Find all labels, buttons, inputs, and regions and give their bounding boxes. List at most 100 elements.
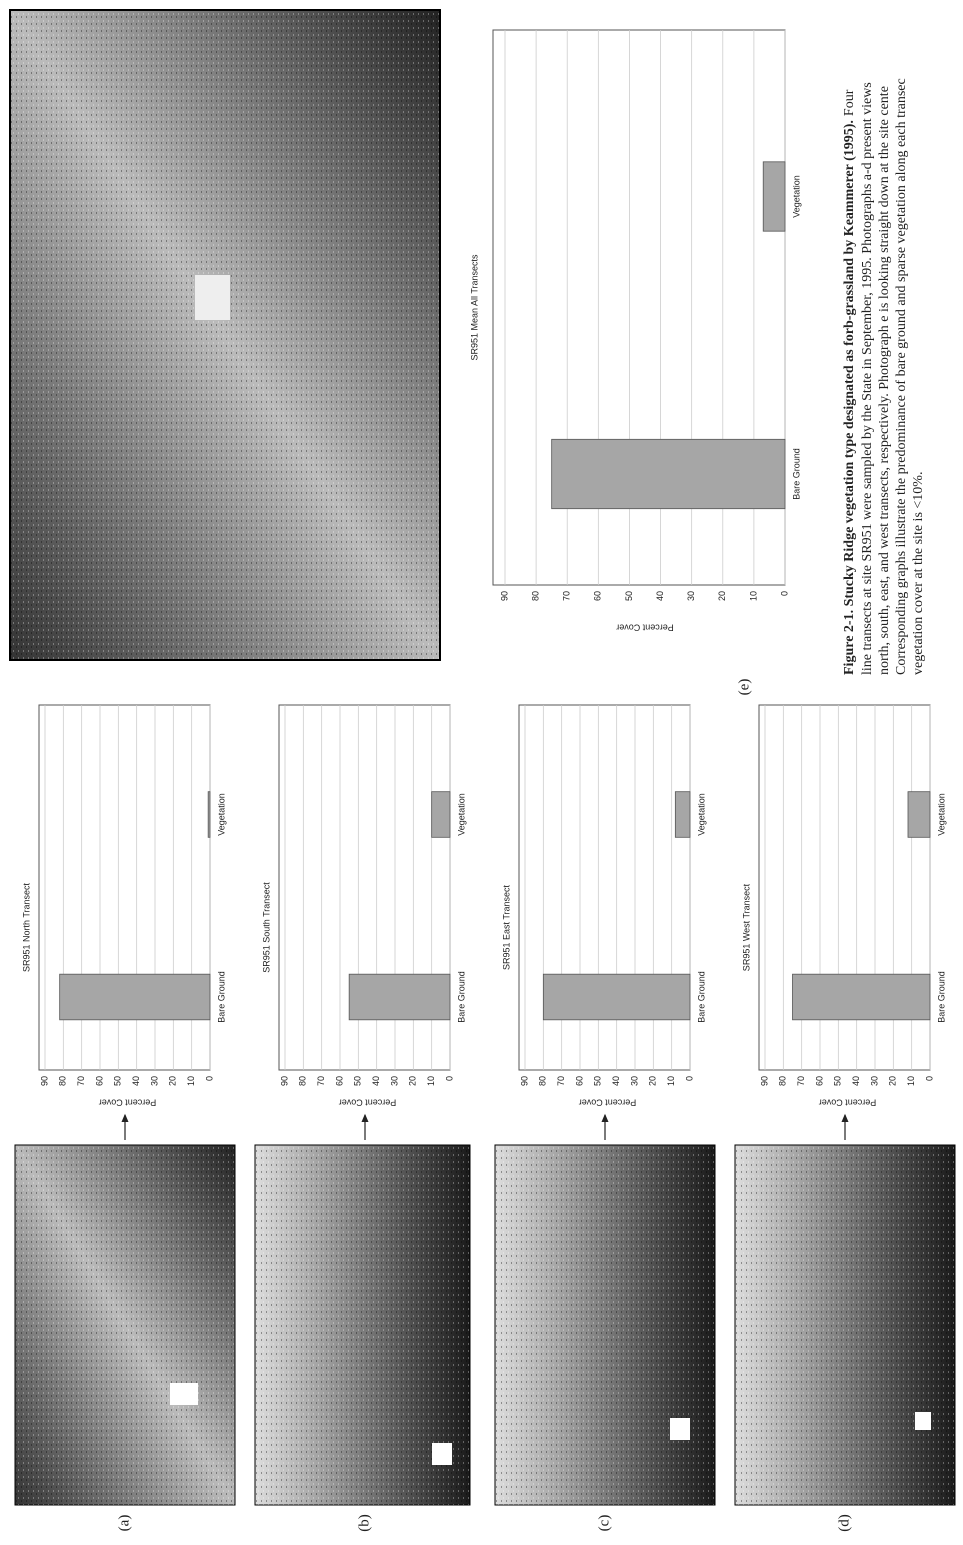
y-tick-label: 30 (149, 1076, 159, 1086)
x-tick-label: Vegetation (696, 793, 706, 836)
y-tick-label: 30 (389, 1076, 399, 1086)
y-axis-label: Percent Cover (616, 623, 674, 633)
y-tick-label: 30 (629, 1076, 639, 1086)
y-tick-label: 90 (759, 1076, 769, 1086)
bar (793, 974, 931, 1020)
y-tick-label: 70 (76, 1076, 86, 1086)
y-tick-label: 50 (113, 1076, 123, 1086)
y-tick-label: 70 (796, 1076, 806, 1086)
y-axis-label: Percent Cover (819, 1098, 877, 1108)
y-tick-label: 0 (924, 1076, 934, 1081)
y-tick-label: 10 (186, 1076, 196, 1086)
y-tick-label: 70 (316, 1076, 326, 1086)
y-tick-label: 10 (666, 1076, 676, 1086)
y-axis-label: Percent Cover (339, 1098, 397, 1108)
panel-label: (a) (116, 1515, 132, 1532)
bar (60, 974, 210, 1020)
y-tick-label: 20 (168, 1076, 178, 1086)
y-tick-label: 80 (58, 1076, 68, 1086)
page: {"panel_labels":["(a)","(b)","(c)","(d)"… (0, 0, 963, 1545)
y-tick-label: 60 (593, 591, 603, 601)
photo-a (15, 1145, 235, 1505)
caption-line: line transects at site SR951 were sample… (860, 82, 875, 675)
y-tick-label: 70 (562, 591, 572, 601)
page-image: (a) (b) (c) (d) (e) SR951 North Transect Perce… (0, 0, 963, 1545)
y-tick-label: 30 (686, 591, 696, 601)
panel-label: (d) (836, 1514, 852, 1532)
y-tick-label: 90 (39, 1076, 49, 1086)
x-tick-label: Vegetation (216, 793, 226, 836)
y-tick-label: 80 (530, 591, 540, 601)
panel-label: (e) (736, 679, 752, 696)
y-tick-label: 60 (94, 1076, 104, 1086)
bar (208, 792, 210, 838)
x-tick-label: Bare Ground (696, 971, 706, 1023)
y-tick-label: 20 (408, 1076, 418, 1086)
bar (432, 792, 450, 838)
y-tick-label: 80 (298, 1076, 308, 1086)
y-tick-label: 70 (556, 1076, 566, 1086)
y-tick-label: 0 (684, 1076, 694, 1081)
chart-title: SR951 East Transect (501, 884, 511, 970)
y-tick-label: 0 (779, 591, 789, 596)
caption-line: vegetation cover at the site is <10%. (911, 472, 926, 675)
y-tick-label: 20 (717, 591, 727, 601)
bar (675, 792, 690, 838)
y-tick-label: 30 (869, 1076, 879, 1086)
y-tick-label: 0 (204, 1076, 214, 1081)
rotated-page: (a) (b) (c) (d) (e) SR951 North Transect Perce… (10, 10, 955, 1532)
y-tick-label: 90 (279, 1076, 289, 1086)
y-tick-label: 50 (624, 591, 634, 601)
y-tick-label: 40 (131, 1076, 141, 1086)
bar (543, 974, 690, 1020)
y-tick-label: 40 (611, 1076, 621, 1086)
chart-title: SR951 Mean All Transects (469, 254, 479, 361)
caption-title: Figure 2-1. Stucky Ridge vegetation type… (842, 120, 857, 675)
panel-label: (c) (596, 1515, 612, 1532)
y-tick-label: 40 (851, 1076, 861, 1086)
y-tick-label: 90 (499, 591, 509, 601)
photo-b (255, 1145, 470, 1505)
bar (349, 974, 450, 1020)
photo-c (495, 1145, 715, 1505)
y-tick-label: 40 (655, 591, 665, 601)
y-tick-label: 80 (538, 1076, 548, 1086)
y-tick-label: 50 (353, 1076, 363, 1086)
y-tick-label: 10 (748, 591, 758, 601)
y-tick-label: 40 (371, 1076, 381, 1086)
x-tick-label: Bare Ground (936, 971, 946, 1023)
y-tick-label: 60 (574, 1076, 584, 1086)
y-tick-label: 10 (426, 1076, 436, 1086)
caption-text: Four (842, 89, 857, 116)
caption-line: north, south, east, and west transects, … (877, 86, 892, 675)
photo-d (735, 1145, 955, 1505)
chart-title: SR951 South Transect (261, 882, 271, 973)
y-axis-label: Percent Cover (579, 1098, 637, 1108)
bar (763, 162, 785, 231)
x-tick-label: Vegetation (791, 175, 801, 218)
y-tick-label: 60 (334, 1076, 344, 1086)
x-tick-label: Bare Ground (216, 971, 226, 1023)
bar (552, 439, 785, 508)
y-tick-label: 20 (648, 1076, 658, 1086)
y-tick-label: 20 (888, 1076, 898, 1086)
x-tick-label: Vegetation (456, 793, 466, 836)
y-tick-label: 0 (444, 1076, 454, 1081)
y-tick-label: 50 (833, 1076, 843, 1086)
y-tick-label: 80 (778, 1076, 788, 1086)
y-tick-label: 10 (906, 1076, 916, 1086)
y-axis-label: Percent Cover (99, 1098, 157, 1108)
bar (908, 792, 930, 838)
y-tick-label: 60 (814, 1076, 824, 1086)
chart-title: SR951 West Transect (741, 883, 751, 971)
photo-e (10, 10, 440, 660)
x-tick-label: Vegetation (936, 793, 946, 836)
x-tick-label: Bare Ground (456, 971, 466, 1023)
chart-title: SR951 North Transect (21, 882, 31, 972)
y-tick-label: 90 (519, 1076, 529, 1086)
caption-line: Figure 2-1. Stucky Ridge vegetation type… (842, 89, 857, 675)
x-tick-label: Bare Ground (791, 448, 801, 500)
y-tick-label: 50 (593, 1076, 603, 1086)
panel-label: (b) (356, 1514, 372, 1532)
caption-line: Corresponding graphs illustrate the pred… (894, 78, 909, 675)
